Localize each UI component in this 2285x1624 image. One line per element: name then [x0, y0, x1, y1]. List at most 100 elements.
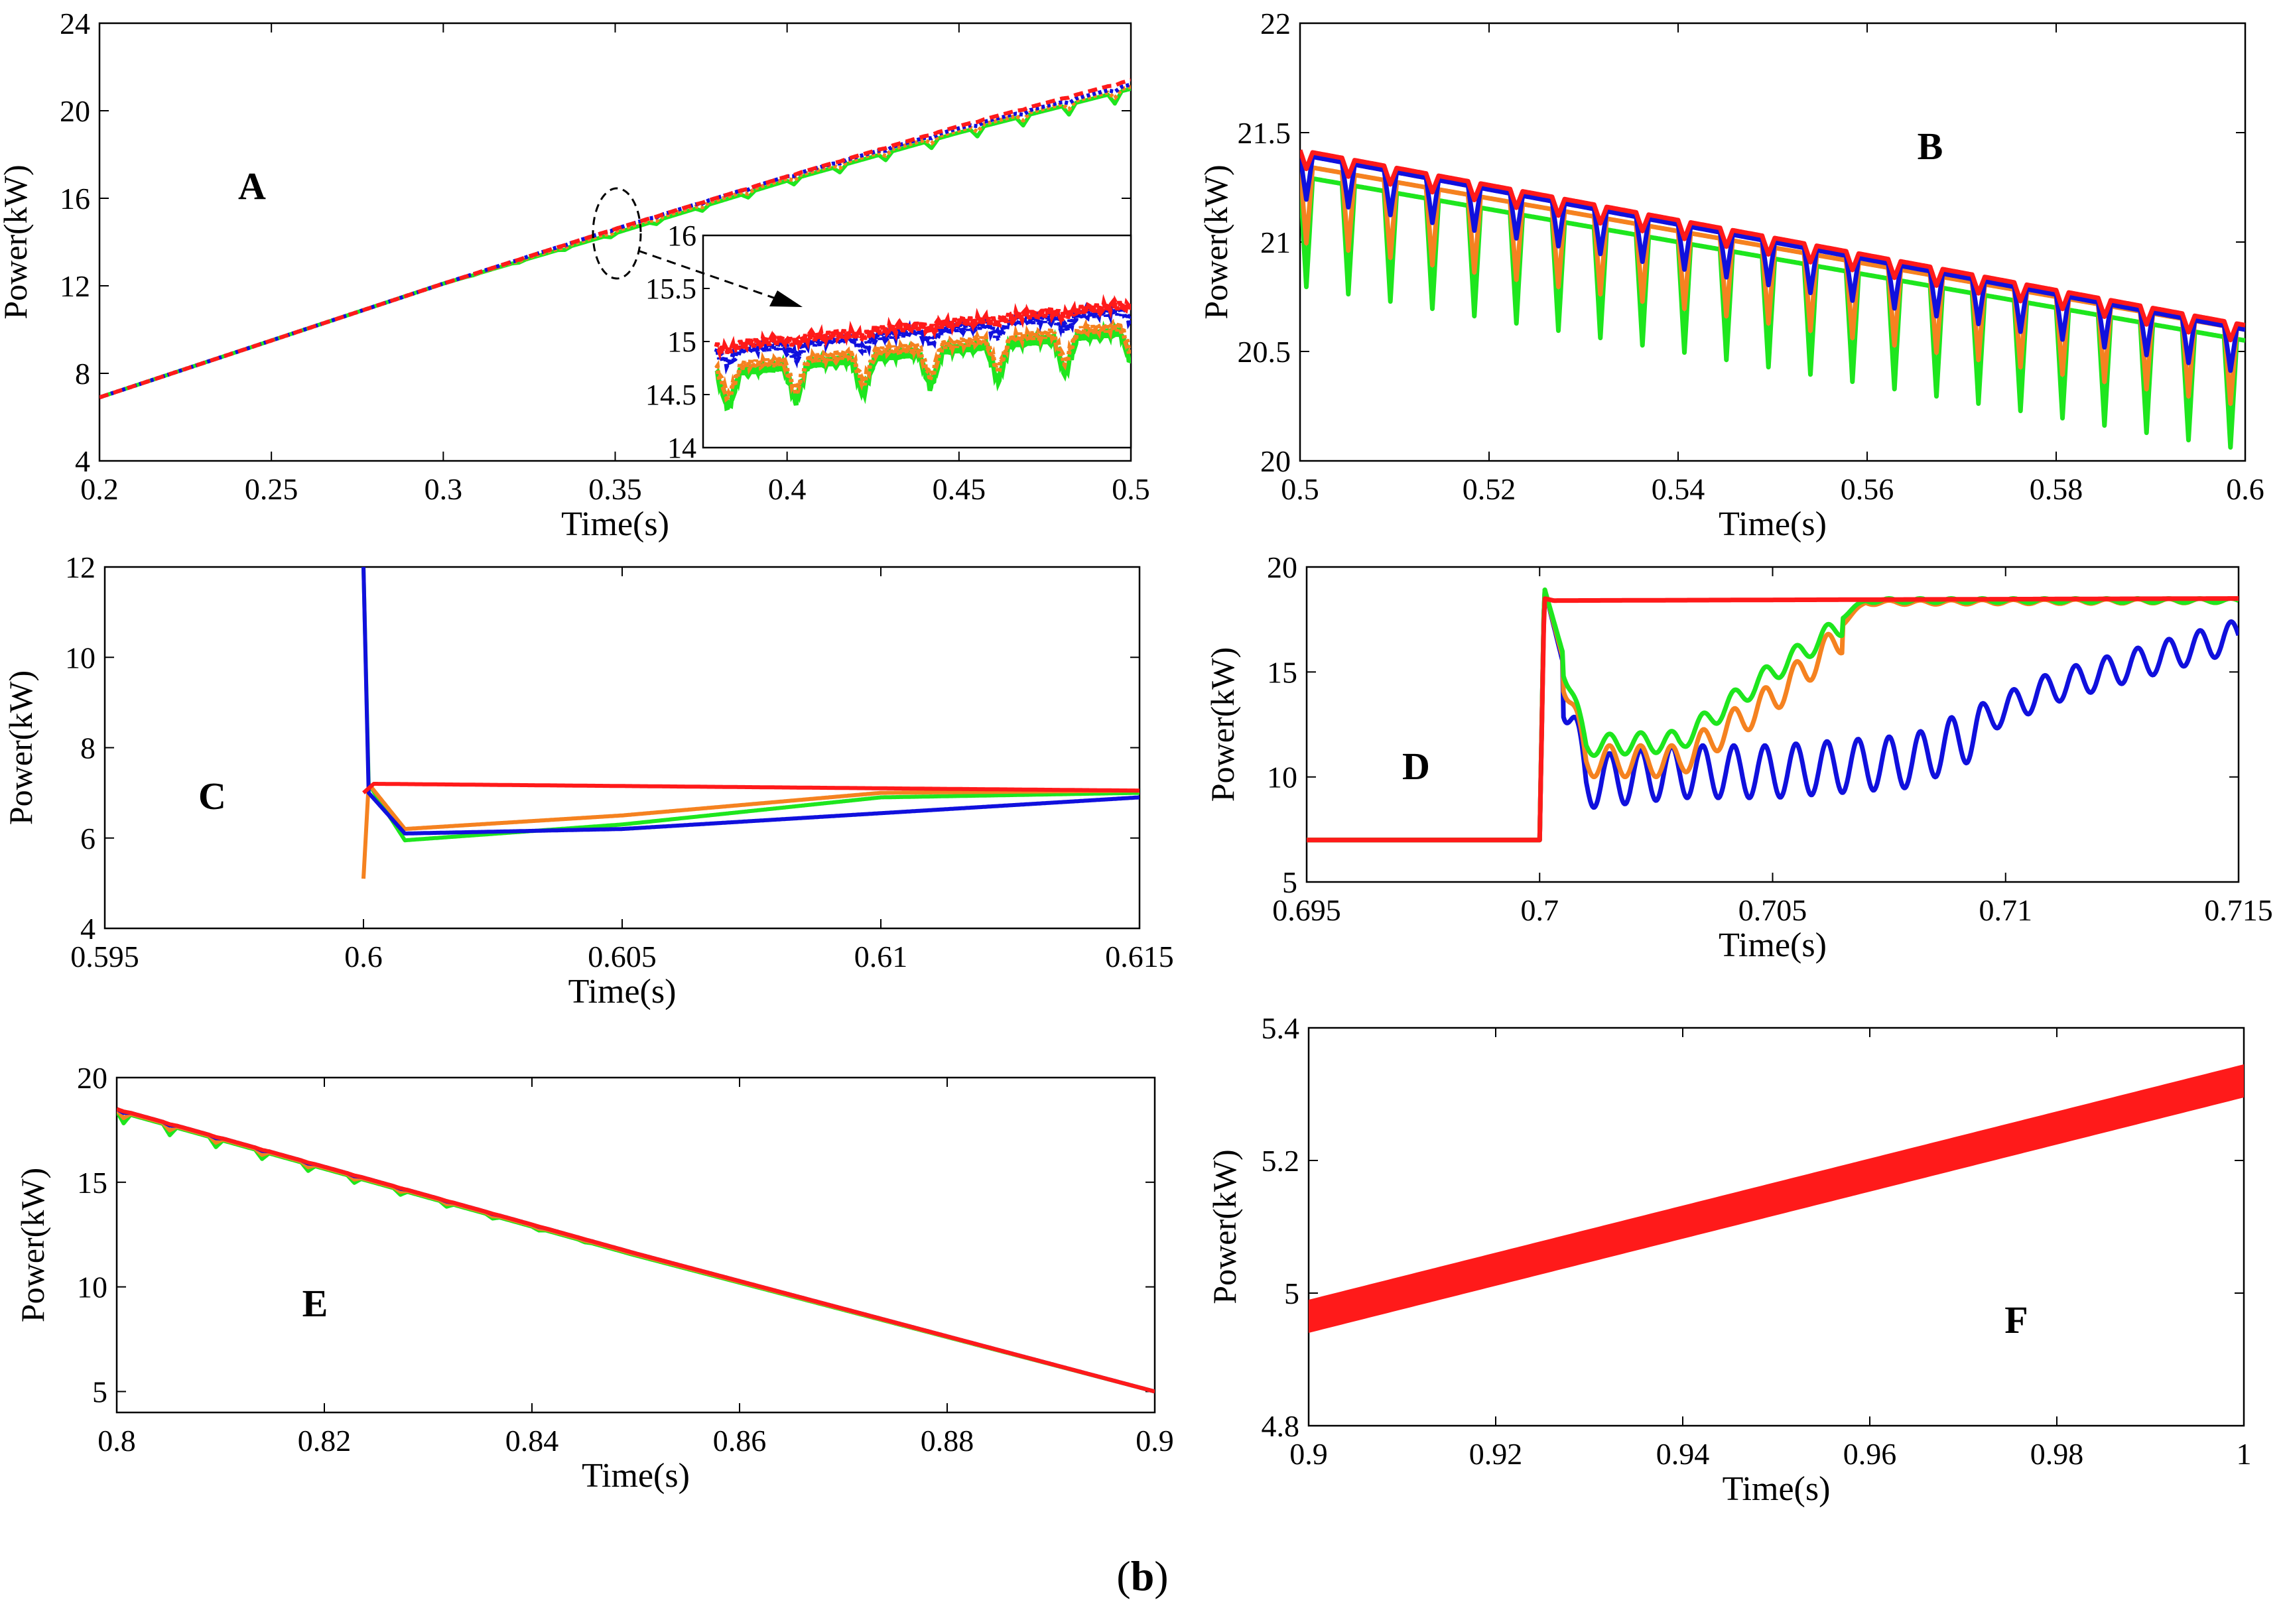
inset-series-red [714, 294, 1131, 361]
y-tick-label: 21 [1260, 225, 1291, 259]
x-tick-label: 0.8 [98, 1424, 136, 1458]
panel-label: C [198, 775, 226, 818]
caption-label: b [1130, 1552, 1155, 1599]
x-tick-label: 0.71 [1979, 893, 2033, 927]
y-tick-label: 8 [75, 357, 90, 391]
x-tick-label: 0.6 [2226, 472, 2264, 506]
inset-y-tick-label: 16 [667, 219, 696, 252]
plot-frame [115, 1076, 1156, 1414]
x-tick-label: 0.88 [921, 1424, 974, 1458]
y-tick-label: 20 [77, 1061, 107, 1095]
x-tick-label: 0.3 [424, 472, 463, 506]
y-tick-label: 5.4 [1262, 1011, 1300, 1045]
series-group [99, 78, 1131, 400]
series-red [1309, 1064, 2244, 1333]
x-tick-label: 0.7 [1521, 893, 1559, 927]
chart-panel-d: 0.695 0.7 0.705 0.71 0.715 5 10 15 20 Time(s) Powe… [1204, 550, 2273, 964]
x-tick-label: 0.54 [1652, 472, 1705, 506]
y-tick-label: 12 [65, 550, 96, 584]
y-tick-label: 20 [1267, 550, 1297, 584]
x-axis-label: Time(s) [1723, 1470, 1831, 1508]
y-axis-label: Power(kW) [1206, 1149, 1243, 1304]
x-tick-label: 0.25 [245, 472, 298, 506]
caption-paren-close: ) [1154, 1552, 1169, 1599]
figure-caption: (b) [0, 1552, 2285, 1601]
y-tick-label: 16 [60, 182, 90, 216]
x-tick-label: 0.6 [344, 940, 383, 973]
y-axis-label: Power(kW) [2, 670, 39, 825]
chart-panel-f: 0.9 0.92 0.94 0.96 0.98 1 4.8 5 5.2 5.4 Time(s) Pow… [1206, 1011, 2252, 1508]
series-red [362, 782, 1140, 794]
y-tick-label: 4.8 [1262, 1409, 1300, 1443]
series-red [1307, 596, 2239, 843]
chart-panel-a: 0.2 0.25 0.3 0.35 0.4 0.45 0.5 4 8 12 16 20 24 Time(s… [0, 7, 1150, 543]
y-tick-label: 5 [1284, 1277, 1299, 1310]
y-tick-label: 10 [65, 641, 96, 674]
y-tick-label: 6 [80, 822, 96, 855]
y-tick-label: 15 [1267, 655, 1297, 689]
y-tick-label: 15 [77, 1166, 107, 1200]
panel-label: A [238, 164, 266, 208]
series-group [1300, 149, 2245, 450]
x-tick-label: 0.56 [1841, 472, 1894, 506]
y-tick-label: 5 [1282, 865, 1297, 899]
series-red [99, 78, 1131, 400]
x-tick-label: 0.5 [1112, 472, 1150, 506]
y-tick-label: 20.5 [1238, 335, 1291, 369]
panel-label: B [1918, 125, 1943, 168]
y-tick-label: 24 [60, 7, 90, 40]
chart-panel-b: 0.5 0.52 0.54 0.56 0.58 0.6 20 20.5 21 21.5 22 Time… [1197, 7, 2264, 543]
x-tick-label: 0.705 [1738, 893, 1807, 927]
y-tick-label: 4 [80, 912, 96, 946]
x-axis-label: Time(s) [1719, 926, 1827, 964]
chart-panels: 0.2 0.25 0.3 0.35 0.4 0.45 0.54812162024Time(s… [0, 7, 2273, 1508]
panel-label: F [2004, 1298, 2028, 1342]
y-tick-label: 10 [1267, 761, 1297, 794]
inset-series-orange [714, 315, 1131, 403]
x-tick-label: 0.98 [2030, 1437, 2084, 1471]
series-group [1307, 587, 2239, 843]
y-tick-label: 5 [92, 1375, 107, 1408]
y-tick-label: 5.2 [1262, 1144, 1300, 1178]
series-red [1300, 149, 2245, 343]
x-axis-label: Time(s) [561, 505, 669, 543]
y-tick-label: 20 [1260, 444, 1291, 478]
x-tick-label: 0.82 [298, 1424, 352, 1458]
x-tick-label: 0.94 [1656, 1437, 1710, 1471]
series-blue [1300, 154, 2245, 373]
series-group [1309, 1064, 2244, 1333]
y-tick-label: 20 [60, 94, 90, 128]
y-tick-label: 8 [80, 731, 96, 765]
series-green [361, 567, 1140, 843]
x-tick-label: 0.52 [1463, 472, 1516, 506]
x-tick-label: 0.92 [1469, 1437, 1523, 1471]
x-tick-label: 0.96 [1843, 1437, 1897, 1471]
inset-y-tick-label: 15 [667, 326, 696, 358]
zoom-ellipse [592, 187, 642, 280]
x-tick-label: 0.45 [933, 472, 986, 506]
panel-label: E [302, 1282, 328, 1325]
x-tick-label: 0.84 [505, 1424, 559, 1458]
y-axis-label: Power(kW) [0, 164, 34, 319]
panel-label: D [1402, 745, 1430, 788]
x-tick-label: 1 [2237, 1437, 2252, 1471]
chart-panel-e: 0.8 0.82 0.84 0.86 0.88 0.9 5 10 15 20 Time(s) Powe… [14, 1061, 1174, 1495]
x-tick-label: 0.61 [854, 940, 908, 973]
plot-frame [1307, 1027, 2245, 1427]
inset-y-tick-label: 15.5 [645, 273, 696, 305]
plot-frame [103, 566, 1141, 930]
series-group [117, 1107, 1155, 1394]
series-blue [361, 567, 1140, 836]
series-red [117, 1107, 1155, 1394]
x-axis-label: Time(s) [1719, 505, 1827, 543]
inset-y-tick-label: 14 [667, 432, 696, 464]
x-tick-label: 0.9 [1289, 1437, 1328, 1471]
x-tick-label: 0.5 [1281, 472, 1319, 506]
x-tick-label: 0.86 [713, 1424, 767, 1458]
y-axis-label: Power(kW) [14, 1168, 51, 1322]
inset-y-tick-label: 14.5 [645, 379, 696, 411]
y-tick-label: 12 [60, 269, 90, 303]
x-tick-label: 0.58 [2030, 472, 2083, 506]
x-tick-label: 0.695 [1272, 893, 1341, 927]
